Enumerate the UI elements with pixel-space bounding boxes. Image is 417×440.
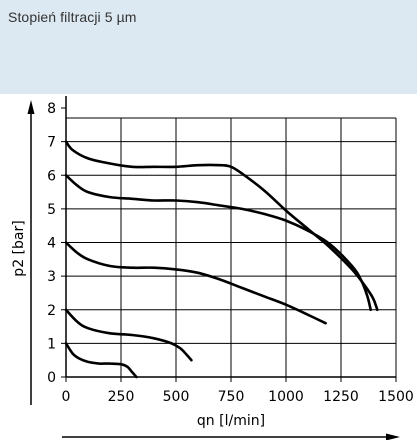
x-tick-label: 1250 [323, 389, 359, 405]
x-axis-arrowhead [386, 433, 400, 440]
curve-4 [64, 308, 193, 362]
x-tick-label: 500 [163, 389, 190, 405]
curve-layer [64, 140, 379, 379]
curve-2 [64, 174, 372, 312]
x-tick-label: 0 [62, 389, 71, 405]
y-tick-label: 2 [47, 303, 56, 319]
x-tick-label: 250 [108, 389, 135, 405]
y-tick-label: 3 [47, 269, 56, 285]
y-tick-label: 0 [47, 370, 56, 386]
y-tick-label: 4 [47, 236, 56, 252]
y-tick-label: 7 [47, 135, 56, 151]
x-tick-label: 750 [218, 389, 245, 405]
axis-layer [27, 96, 400, 440]
x-axis-title: qn [l/min] [197, 413, 265, 429]
curve-3 [64, 241, 327, 325]
curve-1 [64, 140, 379, 312]
curve-5 [64, 342, 138, 379]
y-axis-title: p2 [bar] [11, 220, 27, 276]
x-tick-label: 1000 [268, 389, 304, 405]
y-axis-arrowhead [27, 100, 35, 114]
label-layer: 0 250 500 750 1000 1250 1500 0 1 2 3 4 5 6 7 8 qn [l/min… [11, 101, 414, 429]
y-tick-label: 5 [47, 202, 56, 218]
y-tick-label: 6 [47, 168, 56, 184]
y-tick-label: 8 [47, 101, 56, 117]
y-tick-label: 1 [47, 336, 56, 352]
header-title: Stopień filtracji 5 µm [8, 9, 137, 25]
header-band: Stopień filtracji 5 µm [0, 0, 417, 94]
x-tick-label: 1500 [378, 389, 414, 405]
grid-layer [66, 117, 397, 377]
